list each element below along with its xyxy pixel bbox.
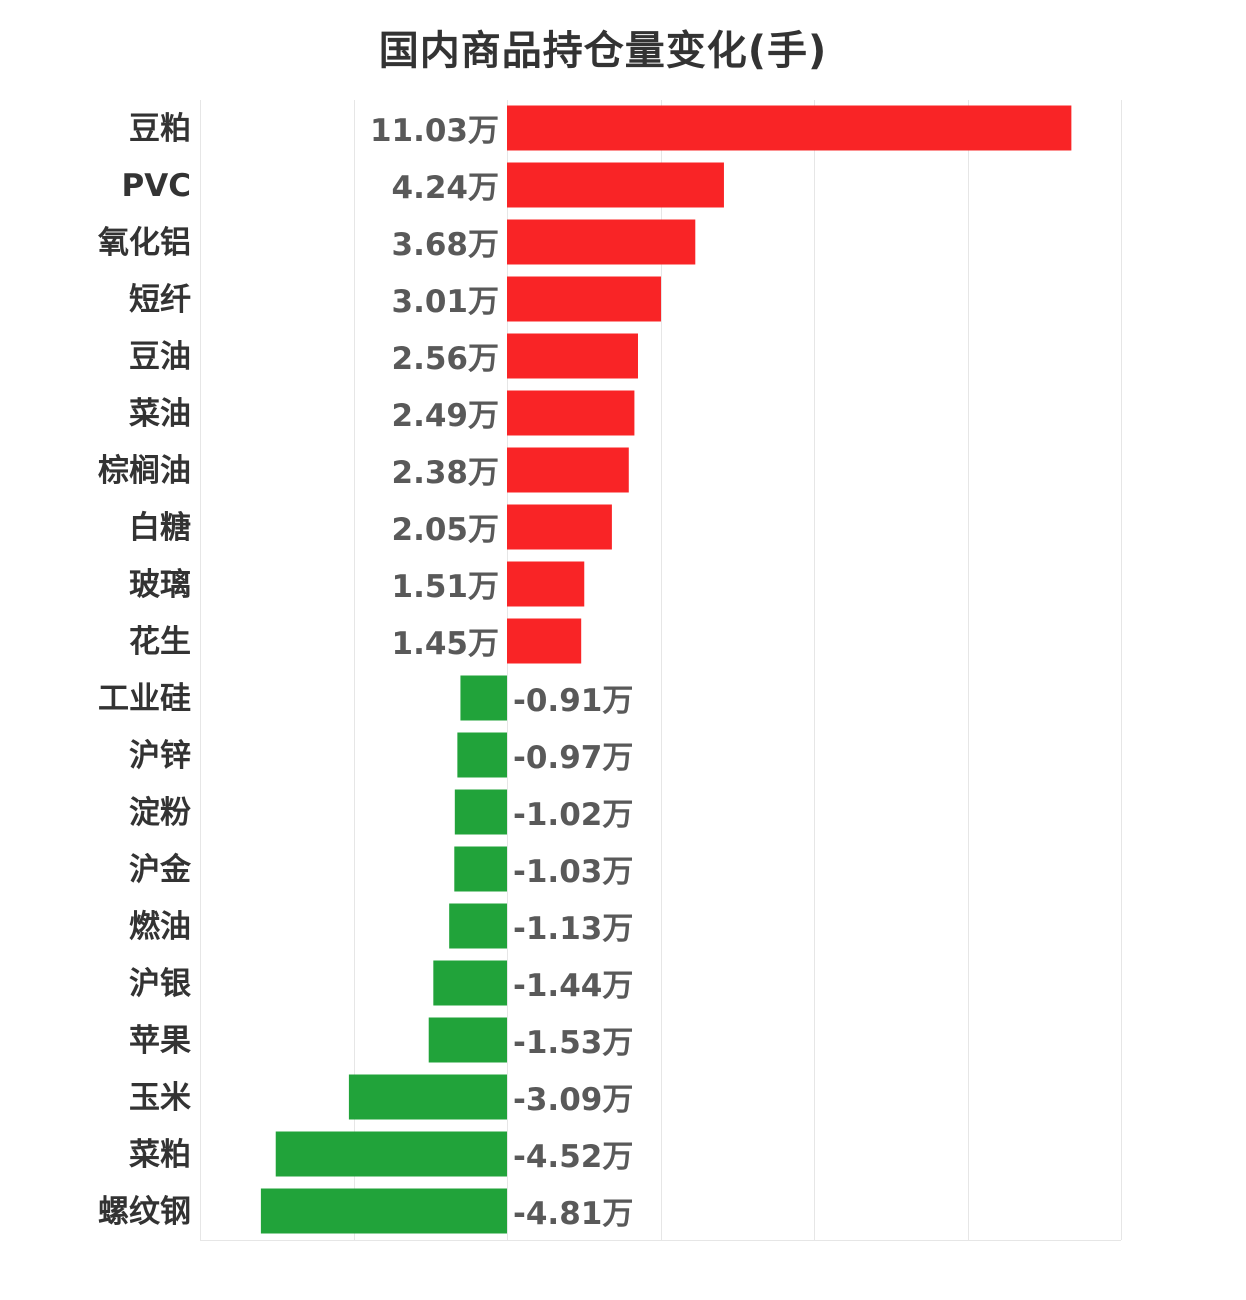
bar bbox=[507, 276, 662, 322]
value-label: -1.13万 bbox=[513, 911, 633, 947]
bar bbox=[507, 333, 638, 379]
chart-title: 国内商品持仓量变化(手) bbox=[378, 28, 828, 74]
value-label: 1.51万 bbox=[392, 569, 500, 605]
bar bbox=[433, 960, 507, 1006]
value-label: 3.68万 bbox=[392, 227, 500, 263]
category-label: 棕榈油 bbox=[98, 453, 191, 489]
bar bbox=[348, 1074, 507, 1120]
category-label: 白糖 bbox=[129, 510, 191, 546]
category-label: 沪银 bbox=[129, 966, 191, 1002]
category-label: 花生 bbox=[129, 624, 191, 660]
category-label: 豆粕 bbox=[129, 111, 191, 147]
bar bbox=[454, 789, 507, 835]
category-label: 螺纹钢 bbox=[98, 1194, 191, 1230]
value-label: -4.52万 bbox=[513, 1139, 633, 1175]
category-label: 短纤 bbox=[129, 282, 191, 318]
value-label: 2.49万 bbox=[392, 398, 500, 434]
bar bbox=[507, 390, 635, 436]
bar bbox=[507, 447, 629, 493]
bar bbox=[260, 1188, 507, 1234]
category-label: 菜粕 bbox=[129, 1137, 191, 1173]
category-label: 豆油 bbox=[129, 339, 191, 375]
category-label: 玻璃 bbox=[129, 567, 191, 603]
bar-layer bbox=[260, 105, 1072, 1234]
value-label: -1.03万 bbox=[513, 854, 633, 890]
value-label: -0.97万 bbox=[513, 740, 633, 776]
bar bbox=[454, 846, 507, 892]
value-label: -0.91万 bbox=[513, 683, 633, 719]
value-label: -1.02万 bbox=[513, 797, 633, 833]
value-label: -1.44万 bbox=[513, 968, 633, 1004]
bar bbox=[507, 162, 724, 208]
value-label: 11.03万 bbox=[370, 113, 499, 149]
bar bbox=[428, 1017, 507, 1063]
bar bbox=[507, 105, 1072, 151]
value-label: 4.24万 bbox=[392, 170, 500, 206]
category-label: PVC bbox=[122, 168, 191, 204]
bar bbox=[507, 561, 585, 607]
bar bbox=[460, 675, 507, 721]
value-label: 2.56万 bbox=[392, 341, 500, 377]
bar bbox=[507, 219, 696, 265]
value-label: -1.53万 bbox=[513, 1025, 633, 1061]
value-label: 3.01万 bbox=[392, 284, 500, 320]
value-label: 1.45万 bbox=[392, 626, 500, 662]
value-label: 2.05万 bbox=[392, 512, 500, 548]
category-label: 苹果 bbox=[129, 1023, 191, 1059]
value-label: 2.38万 bbox=[392, 455, 500, 491]
value-label: -3.09万 bbox=[513, 1082, 633, 1118]
category-label: 沪金 bbox=[129, 852, 192, 888]
bar bbox=[507, 504, 612, 550]
category-label: 玉米 bbox=[129, 1080, 191, 1116]
bar bbox=[275, 1131, 507, 1177]
category-label: 燃油 bbox=[129, 909, 191, 945]
value-label: -4.81万 bbox=[513, 1196, 633, 1232]
bar bbox=[449, 903, 507, 949]
bar bbox=[457, 732, 507, 778]
bar bbox=[507, 618, 582, 664]
category-label: 氧化铝 bbox=[98, 225, 191, 261]
category-label: 工业硅 bbox=[98, 681, 191, 717]
category-label: 菜油 bbox=[129, 396, 191, 432]
grid-layer bbox=[200, 100, 1122, 1241]
category-label: 淀粉 bbox=[129, 795, 191, 831]
category-label: 沪锌 bbox=[129, 738, 191, 774]
